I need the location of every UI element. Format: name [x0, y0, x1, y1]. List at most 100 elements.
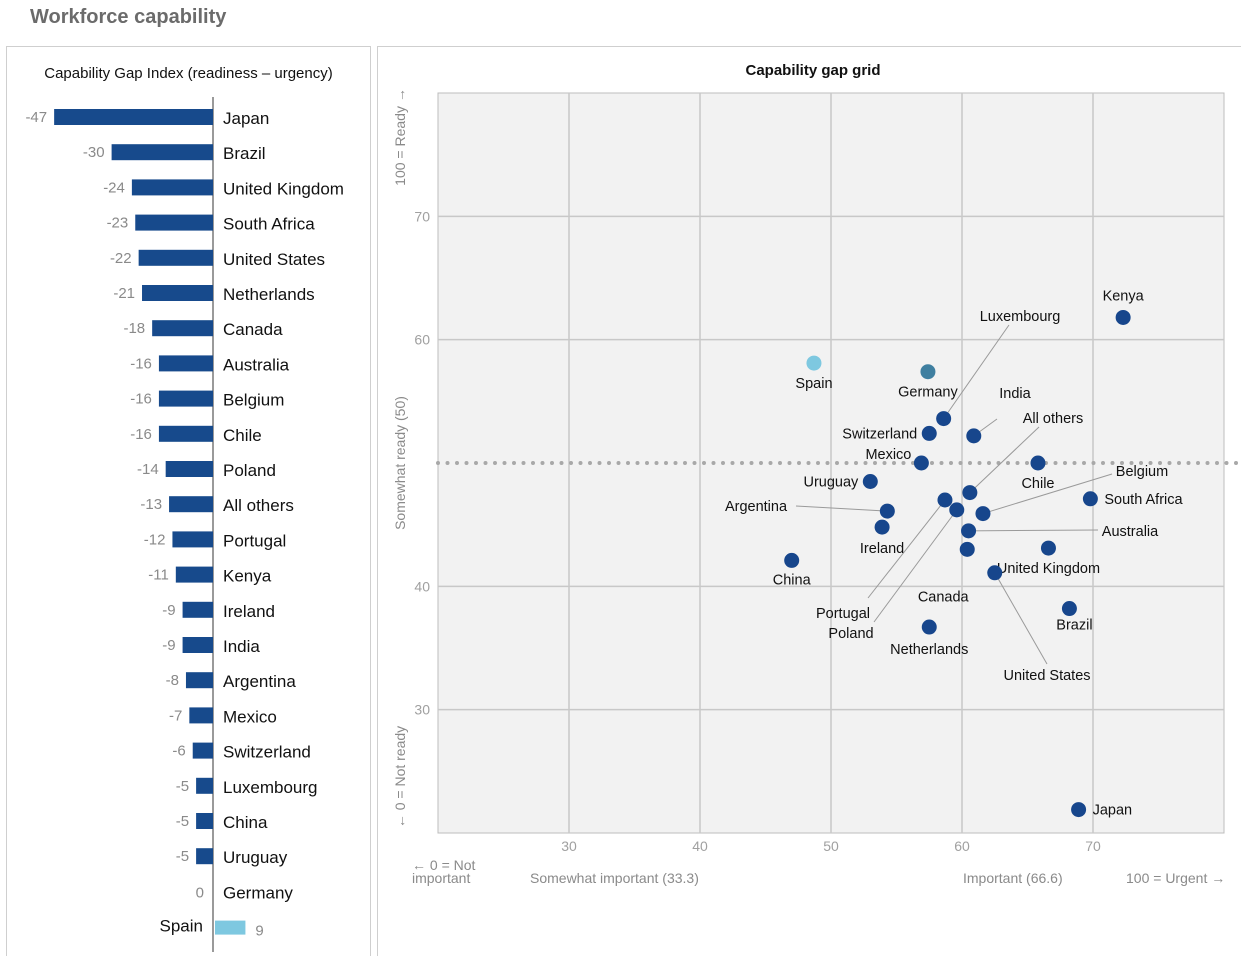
bar-luxembourg: [196, 777, 213, 794]
point-label-mexico: Mexico: [865, 447, 911, 463]
bar-value-portugal: -12: [144, 531, 166, 548]
bar-label-brazil: Brazil: [223, 144, 266, 163]
point-spain: [806, 355, 822, 371]
point-label-belgium: Belgium: [1116, 464, 1168, 480]
point-label-poland: Poland: [828, 626, 873, 642]
bar-value-chile: -16: [130, 426, 152, 443]
point-chile: [1030, 455, 1046, 471]
point-label-australia: Australia: [1102, 524, 1159, 540]
point-label-spain: Spain: [795, 376, 832, 392]
bar-spain: [215, 920, 246, 935]
bar-label-luxembourg: Luxembourg: [223, 778, 318, 797]
point-label-canada: Canada: [918, 589, 970, 605]
gap-grid-panel: Capability gap grid 30 40 50 60 70 30 40 60 70 ← …: [377, 46, 1241, 956]
bar-poland: [165, 461, 213, 477]
bar-switzerland: [192, 742, 213, 759]
bar-brazil: [111, 144, 213, 161]
bar-label-united-states: United States: [223, 250, 325, 269]
bar-value-kenya: -11: [148, 567, 169, 584]
bar-label-india: India: [223, 637, 260, 656]
x-tick-40: 40: [692, 838, 708, 854]
bar-label-belgium: Belgium: [223, 391, 284, 410]
x-axis-label-left-2: important: [412, 870, 470, 886]
bar-value-united-states: -22: [110, 250, 132, 267]
point-label-kenya: Kenya: [1103, 288, 1145, 304]
x-axis-label-mid-high: Important (66.6): [963, 870, 1063, 886]
bar-value-united-kingdom: -24: [103, 179, 125, 196]
bar-australia: [158, 355, 213, 372]
bar-label-switzerland: Switzerland: [223, 743, 311, 762]
point-luxembourg: [936, 411, 952, 427]
bar-canada: [152, 320, 213, 337]
leader-australia: [968, 529, 1099, 532]
y-axis-label-bottom: ← 0 = Not ready: [392, 726, 408, 828]
bar-value-australia: -16: [130, 355, 152, 372]
bar-value-brazil: -30: [83, 144, 105, 161]
point-united-states: [987, 565, 1003, 581]
bar-label-kenya: Kenya: [223, 567, 272, 586]
leader-luxembourg: [943, 324, 1010, 419]
y-tick-40: 40: [414, 578, 430, 594]
point-label-argentina: Argentina: [725, 499, 788, 515]
x-tick-70: 70: [1085, 838, 1101, 854]
point-label-germany: Germany: [898, 385, 958, 401]
bar-value-netherlands: -21: [113, 285, 135, 302]
leader-united-states: [994, 572, 1048, 665]
bar-value-argentina: -8: [166, 672, 179, 689]
gap-index-title: Capability Gap Index (readiness – urgenc…: [44, 65, 333, 82]
bar-united-states: [138, 249, 213, 266]
point-label-united-states: United States: [1003, 668, 1090, 684]
x-tick-60: 60: [954, 838, 970, 854]
point-label-south-africa: South Africa: [1104, 492, 1183, 508]
bar-label-all-others: All others: [223, 496, 294, 515]
point-canada: [959, 541, 975, 557]
bar-united-kingdom: [131, 179, 213, 196]
point-poland: [949, 502, 965, 518]
bar-japan: [54, 109, 213, 125]
bar-value-switzerland: -6: [172, 743, 185, 760]
bar-label-united-kingdom: United Kingdom: [223, 179, 344, 198]
point-label-united-kingdom: United Kingdom: [997, 561, 1100, 577]
point-china: [784, 552, 800, 568]
point-south-africa: [1082, 491, 1098, 507]
y-tick-60: 60: [414, 332, 430, 348]
bar-ireland: [182, 601, 213, 618]
point-australia: [961, 523, 977, 539]
x-tick-50: 50: [823, 838, 839, 854]
point-kenya: [1115, 309, 1131, 325]
leader-belgium: [982, 473, 1113, 515]
x-tick-30: 30: [561, 838, 577, 854]
point-netherlands: [921, 619, 937, 635]
y-axis-label-top: 100 = Ready →: [392, 88, 408, 186]
bar-value-mexico: -7: [169, 707, 182, 724]
point-ireland: [874, 519, 890, 535]
bar-label-china: China: [223, 813, 268, 832]
y-tick-30: 30: [414, 702, 430, 718]
x-axis-label-mid-low: Somewhat important (33.3): [530, 870, 699, 886]
point-mexico: [913, 455, 929, 471]
bar-belgium: [158, 390, 213, 407]
point-label-uruguay: Uruguay: [803, 475, 859, 491]
point-label-all-others: All others: [1023, 411, 1083, 427]
bar-label-australia: Australia: [223, 355, 290, 374]
point-label-luxembourg: Luxembourg: [980, 309, 1061, 325]
y-axis-label-mid: Somewhat ready (50): [392, 396, 408, 530]
bar-label-spain: Spain: [160, 917, 203, 936]
point-portugal: [937, 492, 953, 508]
point-uruguay: [862, 474, 878, 489]
point-united-kingdom: [1040, 540, 1056, 556]
bar-chile: [158, 425, 213, 442]
bar-mexico: [189, 707, 213, 724]
point-label-portugal: Portugal: [816, 606, 870, 622]
bar-label-japan: Japan: [223, 109, 269, 128]
point-label-switzerland: Switzerland: [842, 426, 917, 442]
bar-value-japan: -47: [25, 109, 47, 126]
point-india: [966, 428, 982, 444]
point-argentina: [879, 503, 895, 519]
point-label-chile: Chile: [1021, 476, 1054, 492]
bar-label-netherlands: Netherlands: [223, 285, 315, 304]
bar-label-argentina: Argentina: [223, 672, 296, 691]
bar-all-others: [169, 496, 213, 513]
point-label-india: India: [999, 386, 1031, 402]
